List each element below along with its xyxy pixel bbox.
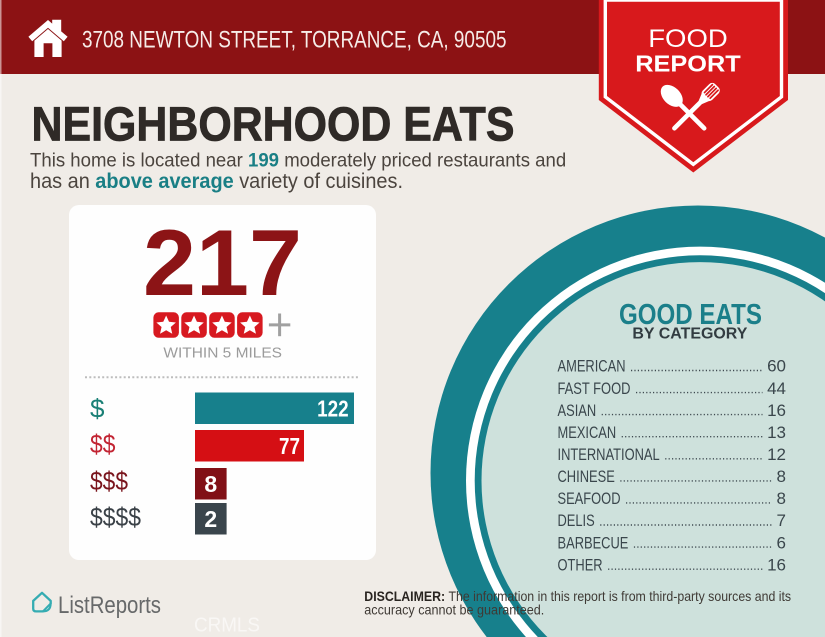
svg-text:8: 8 <box>777 467 786 486</box>
svg-text:217: 217 <box>143 210 302 315</box>
svg-text:MEXICAN: MEXICAN <box>558 423 617 442</box>
svg-text:accuracy cannot be guaranteed.: accuracy cannot be guaranteed. <box>364 603 544 618</box>
svg-text:199: 199 <box>248 150 279 172</box>
svg-text:60: 60 <box>767 357 786 376</box>
svg-text:REPORT: REPORT <box>635 50 741 76</box>
svg-text:GOOD EATS: GOOD EATS <box>619 299 762 331</box>
svg-text:16: 16 <box>767 555 786 574</box>
svg-text:16: 16 <box>767 401 786 420</box>
svg-text:8: 8 <box>204 471 217 497</box>
svg-text:above average: above average <box>95 170 233 193</box>
svg-text:moderately priced restaurants: moderately priced restaurants and <box>284 150 566 172</box>
svg-text:The information in this report: The information in this report is from t… <box>449 589 792 604</box>
svg-text:44: 44 <box>767 379 786 398</box>
svg-text:has an: has an <box>30 170 90 193</box>
svg-text:BARBECUE: BARBECUE <box>558 533 629 552</box>
svg-text:OTHER: OTHER <box>558 555 603 574</box>
svg-text:7: 7 <box>777 511 786 530</box>
svg-text:$$: $$ <box>90 429 116 459</box>
svg-text:122: 122 <box>317 396 349 422</box>
svg-text:13: 13 <box>767 423 786 442</box>
svg-text:DISCLAIMER:: DISCLAIMER: <box>364 589 445 604</box>
svg-text:BY CATEGORY: BY CATEGORY <box>632 326 748 343</box>
svg-text:2: 2 <box>204 506 217 532</box>
svg-text:FAST FOOD: FAST FOOD <box>558 379 631 398</box>
svg-text:AMERICAN: AMERICAN <box>558 357 626 376</box>
svg-text:CHINESE: CHINESE <box>558 467 615 486</box>
svg-text:$$$$: $$$$ <box>90 502 141 532</box>
svg-text:NEIGHBORHOOD EATS: NEIGHBORHOOD EATS <box>32 99 515 152</box>
svg-text:CRMLS: CRMLS <box>194 615 260 637</box>
svg-text:SEAFOOD: SEAFOOD <box>558 489 621 508</box>
svg-text:8: 8 <box>777 489 786 508</box>
svg-text:$$$: $$$ <box>90 466 128 496</box>
svg-text:77: 77 <box>279 433 300 459</box>
svg-text:$: $ <box>90 394 105 424</box>
svg-text:variety of cuisines.: variety of cuisines. <box>239 170 403 193</box>
svg-text:ASIAN: ASIAN <box>558 401 597 420</box>
svg-text:3708 NEWTON STREET, TORRANCE,: 3708 NEWTON STREET, TORRANCE, CA, 90505 <box>82 26 506 53</box>
svg-text:6: 6 <box>777 533 786 552</box>
svg-text:INTERNATIONAL: INTERNATIONAL <box>558 445 660 464</box>
svg-text:This home is located near: This home is located near <box>30 150 243 172</box>
svg-text:12: 12 <box>767 445 786 464</box>
svg-text:WITHIN 5 MILES: WITHIN 5 MILES <box>163 346 282 362</box>
svg-text:FOOD: FOOD <box>648 25 728 53</box>
svg-text:ListReports: ListReports <box>58 592 161 619</box>
svg-text:DELIS: DELIS <box>558 511 595 530</box>
